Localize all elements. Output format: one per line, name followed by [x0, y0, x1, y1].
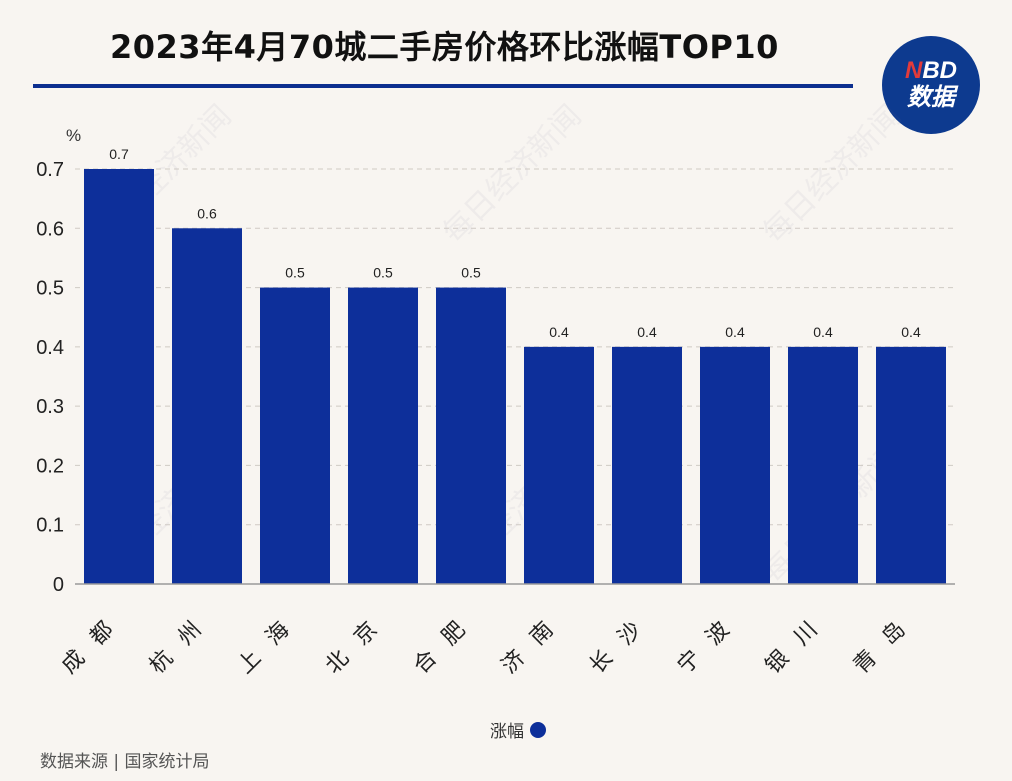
bar-value-label: 0.4	[725, 324, 745, 340]
data-labels: 0.7 0.6 0.5 0.5 0.5 0.4 0.4 0.4 0.4 0.4	[109, 146, 921, 340]
x-tick-label: 银川	[761, 605, 835, 679]
x-axis-labels: 成都 杭州 上海 北京 合肥 济南 长沙 宁波 银川 青岛	[57, 605, 923, 679]
bar	[436, 287, 506, 584]
bar-value-label: 0.5	[285, 265, 305, 281]
bar	[612, 346, 682, 584]
bar	[524, 346, 594, 584]
x-tick-label: 济南	[497, 605, 571, 679]
svg-text:宁波: 宁波	[673, 605, 747, 679]
svg-text:青岛: 青岛	[849, 605, 923, 679]
y-tick-label: 0	[53, 574, 64, 596]
x-tick-label: 北京	[321, 605, 395, 679]
bar-value-label: 0.5	[373, 265, 393, 281]
bar-value-label: 0.6	[197, 205, 217, 221]
svg-text:成都: 成都	[57, 605, 131, 679]
chart-title: 2023年4月70城二手房价格环比涨幅TOP10	[110, 28, 779, 66]
legend-dot-icon	[530, 721, 546, 738]
bar-value-label: 0.4	[813, 324, 833, 340]
bar-value-label: 0.4	[637, 324, 657, 340]
y-tick-label: 0.5	[36, 278, 64, 300]
legend-label: 涨幅	[490, 722, 524, 742]
logo-data-text: 数据	[907, 83, 955, 111]
svg-text:北京: 北京	[321, 605, 395, 679]
bar-value-label: 0.7	[109, 146, 129, 162]
svg-text:上海: 上海	[233, 605, 307, 679]
y-axis-unit: %	[66, 126, 82, 145]
y-tick-label: 0.1	[36, 515, 64, 537]
title-underline	[33, 84, 853, 88]
y-axis-ticks: 0 0.1 0.2 0.3 0.4 0.5 0.6 0.7	[36, 159, 64, 596]
bar	[788, 346, 858, 584]
logo-n: N	[904, 57, 923, 84]
data-source: 数据来源 | 国家统计局	[40, 752, 210, 772]
bars	[84, 169, 946, 585]
svg-text:长沙: 长沙	[585, 605, 659, 679]
y-tick-label: 0.6	[36, 218, 64, 240]
nbd-logo: NBD 数据	[882, 36, 980, 134]
x-tick-label: 成都	[57, 605, 131, 679]
x-tick-label: 上海	[233, 605, 307, 679]
bar	[876, 346, 946, 584]
x-tick-label: 长沙	[585, 605, 659, 679]
y-tick-label: 0.3	[36, 396, 64, 418]
bar	[700, 346, 770, 584]
x-tick-label: 宁波	[673, 605, 747, 679]
x-tick-label: 杭州	[145, 605, 219, 679]
svg-text:银川: 银川	[761, 605, 835, 679]
bar	[348, 287, 418, 584]
svg-text:合肥: 合肥	[409, 605, 483, 679]
bar-value-label: 0.4	[549, 324, 569, 340]
bar-value-label: 0.4	[901, 324, 921, 340]
bar	[84, 169, 154, 584]
y-tick-label: 0.7	[36, 159, 64, 181]
bar	[172, 228, 242, 585]
bar	[260, 287, 330, 584]
y-tick-label: 0.4	[36, 337, 64, 359]
y-tick-label: 0.2	[36, 455, 64, 477]
svg-text:杭州: 杭州	[145, 605, 219, 679]
x-tick-label: 合肥	[409, 605, 483, 679]
legend: 涨幅	[490, 717, 546, 742]
x-tick-label: 青岛	[849, 605, 923, 679]
logo-bd: BD	[922, 57, 957, 84]
bar-value-label: 0.5	[461, 265, 481, 281]
svg-text:济南: 济南	[497, 605, 571, 679]
